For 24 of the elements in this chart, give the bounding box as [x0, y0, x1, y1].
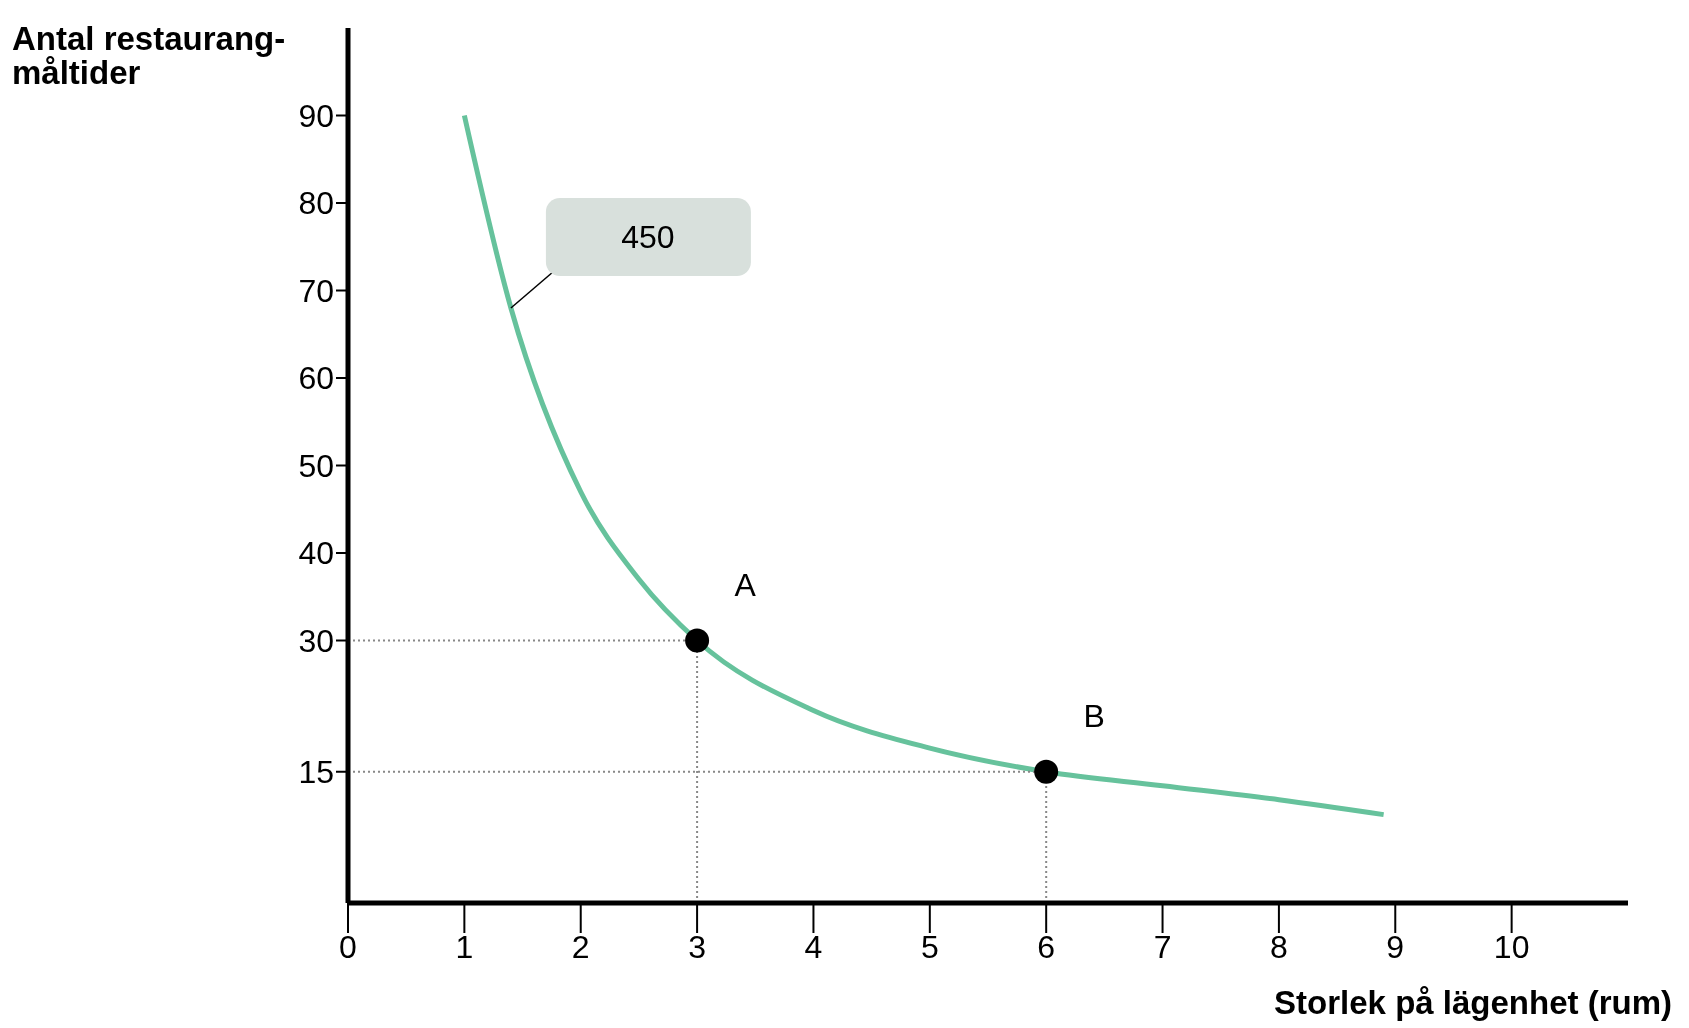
- y-tick-label: 70: [298, 272, 334, 309]
- x-tick-label: 6: [1037, 928, 1056, 965]
- x-tick-label: 4: [804, 928, 823, 965]
- x-tick-label: 10: [1493, 928, 1530, 965]
- y-tick-label: 15: [298, 754, 334, 791]
- y-tick-label: 30: [298, 622, 334, 659]
- x-tick-label: 5: [920, 928, 939, 965]
- x-tick-label: 8: [1270, 928, 1288, 965]
- x-axis-title: Storlek på lägenhet (rum): [1274, 984, 1672, 1021]
- y-tick-label: 80: [298, 185, 334, 222]
- x-tick-label: 1: [455, 928, 474, 965]
- annotation: 450: [621, 219, 675, 255]
- y-tick-label: 50: [298, 447, 334, 484]
- y-tick-label: 40: [298, 535, 334, 572]
- x-tick-label: 0: [339, 928, 357, 965]
- x-tick-label: 7: [1153, 928, 1172, 965]
- y-tick-label: 60: [298, 360, 334, 397]
- x-tick-label: 2: [571, 928, 590, 965]
- x-tick-label: 9: [1386, 928, 1405, 965]
- x-tick-label: 3: [688, 928, 706, 965]
- annotation: B: [1083, 697, 1105, 734]
- annotation: A: [734, 566, 757, 603]
- y-axis-title: Antal restaurang-måltider: [12, 20, 287, 91]
- y-tick-label: 90: [298, 97, 334, 134]
